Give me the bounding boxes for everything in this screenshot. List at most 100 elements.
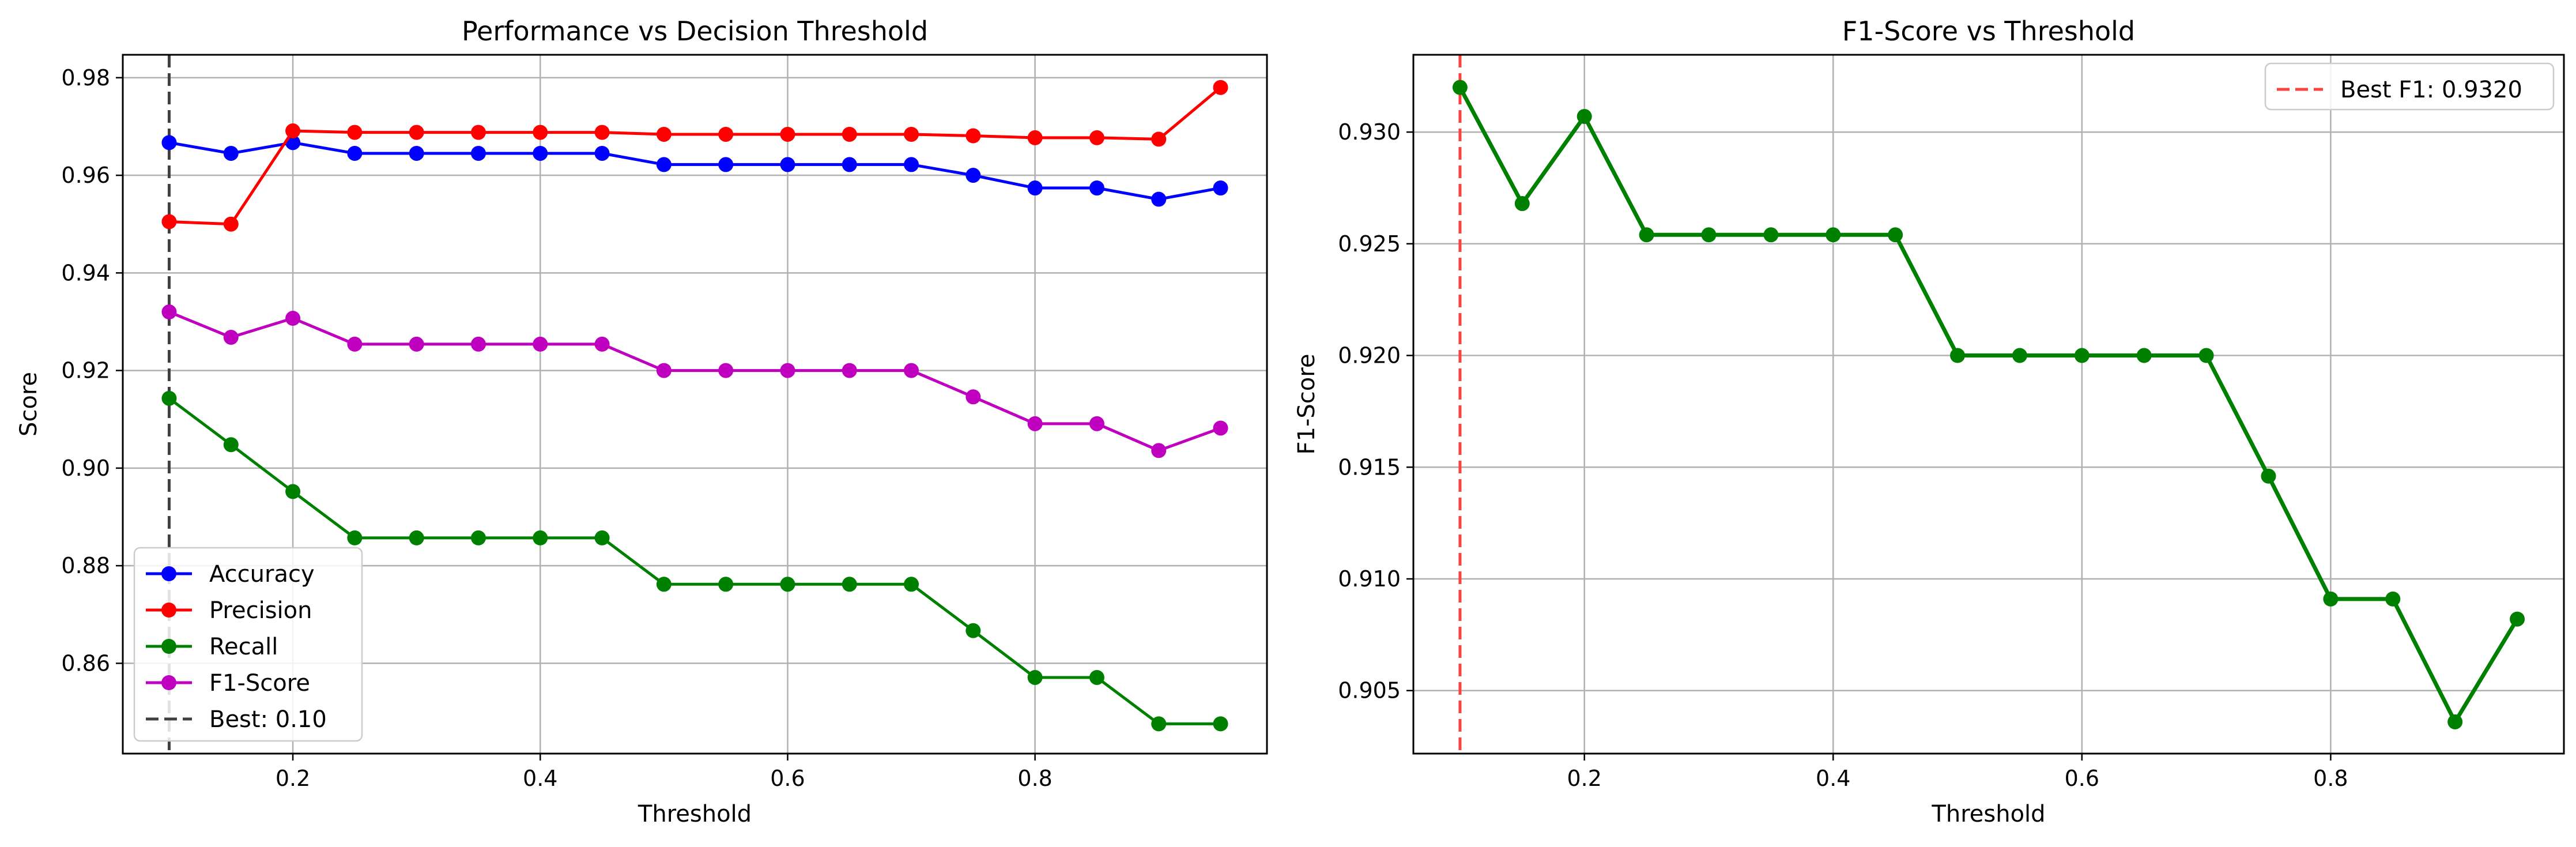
y-tick-label: 0.925 — [1338, 231, 1401, 257]
data-point — [347, 125, 363, 140]
data-point — [1151, 716, 1167, 732]
series-0 — [1452, 80, 2525, 729]
legend-entry: F1-Score — [146, 670, 310, 697]
legend-label: F1-Score — [209, 670, 310, 697]
data-point — [1089, 416, 1104, 431]
data-point — [409, 336, 424, 352]
data-point — [2510, 611, 2525, 627]
data-point — [965, 128, 981, 144]
data-point — [1213, 420, 1228, 436]
series-line — [169, 141, 1221, 201]
data-point — [904, 126, 919, 142]
data-point — [842, 126, 857, 142]
data-point — [965, 389, 981, 405]
data-point — [2012, 348, 2027, 363]
data-point — [223, 437, 239, 453]
data-point — [409, 145, 424, 161]
data-point — [780, 126, 795, 142]
data-point — [718, 363, 734, 378]
data-point — [470, 145, 486, 161]
data-point — [1826, 227, 1841, 243]
x-tick-label: 0.4 — [1816, 766, 1850, 791]
data-point — [594, 145, 610, 161]
legend-entry: Precision — [146, 597, 312, 624]
legend-label: Precision — [209, 597, 312, 624]
data-point — [1888, 227, 1903, 243]
x-tick-label: 0.2 — [1567, 766, 1601, 791]
data-point — [1213, 180, 1228, 196]
data-point — [780, 363, 795, 378]
legend-label: Best: 0.10 — [209, 706, 327, 733]
legend: Best F1: 0.9320 — [2264, 62, 2555, 111]
data-point — [718, 126, 734, 142]
data-point — [2447, 714, 2463, 729]
series-line — [168, 310, 1221, 452]
data-point — [2136, 348, 2152, 363]
data-point — [842, 577, 857, 592]
data-point — [347, 530, 363, 545]
y-tick-label: 0.88 — [61, 553, 110, 578]
data-point — [2385, 591, 2401, 607]
data-point — [780, 157, 795, 172]
legend-label: Accuracy — [209, 561, 315, 588]
data-point — [594, 336, 610, 352]
y-tick-label: 0.96 — [61, 163, 110, 188]
y-tick-label: 0.905 — [1338, 678, 1401, 703]
data-point — [1089, 130, 1104, 145]
grid — [1413, 55, 2564, 754]
data-point — [223, 145, 239, 161]
data-point — [904, 577, 919, 592]
data-point — [965, 623, 981, 638]
y-tick-label: 0.86 — [61, 650, 110, 676]
data-point — [2074, 348, 2090, 363]
data-point — [285, 311, 301, 326]
series-accuracy — [161, 135, 1228, 207]
data-point — [470, 336, 486, 352]
data-point — [533, 336, 548, 352]
series-line — [168, 397, 1221, 725]
x-tick-label: 0.6 — [770, 766, 805, 791]
legend-frame — [133, 547, 363, 742]
legend-entry: Recall — [146, 634, 278, 660]
data-point — [656, 577, 672, 592]
y-tick-label: 0.915 — [1338, 454, 1401, 480]
series-f1-score — [161, 304, 1228, 458]
data-point — [285, 123, 301, 139]
y-axis-label: F1-Score — [1293, 354, 1320, 455]
data-point — [533, 145, 548, 161]
y-tick-label: 0.910 — [1338, 566, 1401, 592]
x-tick-label: 0.8 — [1017, 766, 1052, 791]
data-point — [1089, 669, 1104, 685]
data-point — [1701, 227, 1717, 243]
data-point — [718, 577, 734, 592]
data-point — [1514, 196, 1530, 212]
legend-swatch-marker — [161, 603, 176, 618]
series-precision — [161, 80, 1228, 232]
x-tick-label: 0.8 — [2313, 766, 2348, 791]
data-point — [965, 168, 981, 183]
axes-frame — [1412, 54, 2565, 755]
data-point — [161, 304, 177, 320]
legend-label: Recall — [209, 634, 278, 660]
data-point — [1763, 227, 1779, 243]
data-point — [223, 330, 239, 345]
data-point — [409, 125, 424, 140]
data-point — [470, 530, 486, 545]
x-tick-label: 0.6 — [2065, 766, 2099, 791]
chart-f1-vs-threshold: 0.2 0.4 0.6 0.8 0.905 0.910 0.915 0.920 0.925 0.9… — [1293, 16, 2565, 827]
data-point — [161, 135, 177, 150]
data-point — [2198, 348, 2214, 363]
data-point — [409, 530, 424, 545]
data-point — [1950, 348, 1966, 363]
data-point — [533, 530, 548, 545]
x-axis-label: Threshold — [638, 801, 752, 827]
y-tick-label: 0.90 — [61, 456, 110, 481]
y-tick-label: 0.930 — [1338, 119, 1401, 145]
chart-title: Performance vs Decision Threshold — [462, 16, 928, 47]
data-point — [2323, 591, 2339, 607]
data-point — [842, 363, 857, 378]
x-tick-label: 0.2 — [276, 766, 310, 791]
legend-swatch-marker — [161, 675, 176, 690]
legend-swatch-marker — [161, 639, 176, 654]
